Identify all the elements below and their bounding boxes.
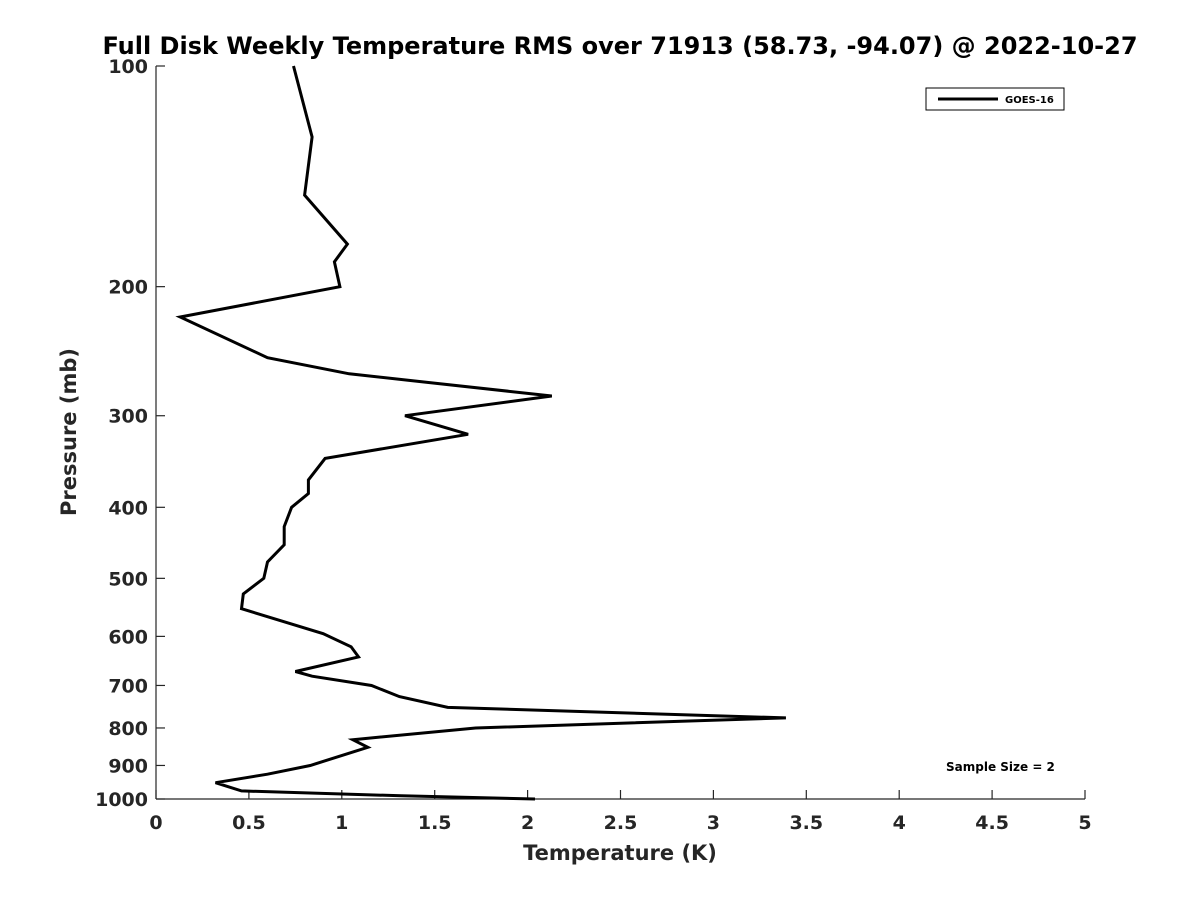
y-tick-label: 300 bbox=[108, 406, 148, 428]
x-ticks: 0 0.5 1 1.5 2 2.5 3 3.5 4 4.5 5 bbox=[149, 790, 1092, 834]
x-tick-label: 4 bbox=[893, 812, 906, 834]
x-axis-label: Temperature (K) bbox=[523, 841, 717, 865]
y-tick-label: 100 bbox=[108, 56, 148, 78]
y-tick-label: 500 bbox=[108, 568, 148, 590]
y-tick-label: 1000 bbox=[95, 789, 148, 811]
x-tick-label: 1 bbox=[335, 812, 348, 834]
x-tick-label: 3.5 bbox=[789, 812, 823, 834]
y-axis-label: Pressure (mb) bbox=[57, 348, 81, 516]
x-tick-label: 0.5 bbox=[232, 812, 266, 834]
y-tick-label: 800 bbox=[108, 718, 148, 740]
x-tick-label: 2.5 bbox=[604, 812, 638, 834]
x-tick-label: 1.5 bbox=[418, 812, 452, 834]
legend: GOES-16 bbox=[925, 87, 1065, 111]
y-tick-label: 200 bbox=[108, 277, 148, 299]
series-line-goes-16 bbox=[175, 65, 786, 801]
x-tick-label: 0 bbox=[149, 812, 162, 834]
x-tick-label: 2 bbox=[521, 812, 534, 834]
chart-title: Full Disk Weekly Temperature RMS over 71… bbox=[102, 32, 1137, 60]
x-tick-label: 4.5 bbox=[975, 812, 1009, 834]
y-tick-label: 400 bbox=[108, 497, 148, 519]
y-tick-label: 900 bbox=[108, 755, 148, 777]
x-tick-label: 3 bbox=[707, 812, 720, 834]
axes bbox=[155, 66, 1085, 800]
legend-label-goes-16: GOES-16 bbox=[1005, 95, 1054, 106]
series-layer bbox=[175, 65, 786, 801]
sample-size-annotation: Sample Size = 2 bbox=[946, 760, 1055, 774]
y-tick-label: 700 bbox=[108, 675, 148, 697]
x-tick-label: 5 bbox=[1078, 812, 1091, 834]
y-tick-label: 600 bbox=[108, 626, 148, 648]
y-ticks: 100 200 300 400 500 600 700 800 900 1000 bbox=[95, 56, 165, 811]
